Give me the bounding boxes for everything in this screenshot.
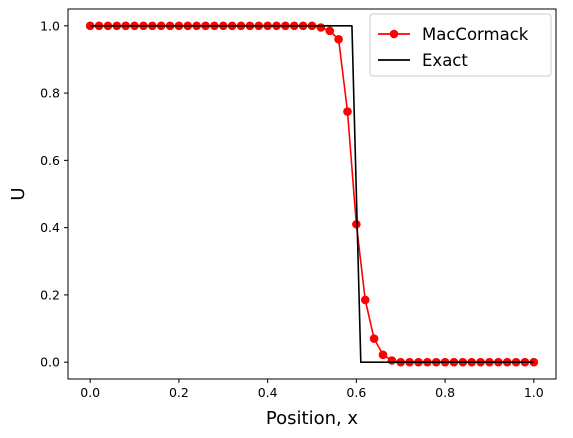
data-point [378, 350, 388, 360]
axes-frame [67, 8, 557, 380]
x-tick-label: 0.0 [80, 385, 100, 400]
data-point [387, 356, 397, 365]
legend-label-exact: Exact [422, 51, 468, 70]
y-tick-label: 0.6 [40, 153, 60, 168]
x-tick-label: 0.6 [346, 385, 366, 400]
data-point [325, 26, 335, 36]
legend-marker [389, 29, 399, 39]
legend: MacCormack Exact [369, 13, 552, 77]
legend-label-maccormack: MacCormack [422, 25, 529, 44]
data-point [352, 219, 361, 229]
series-line-exact [90, 25, 534, 363]
y-tick-label: 0.2 [40, 287, 60, 302]
data-point [85, 21, 95, 31]
plot-area [85, 21, 539, 367]
axes: 0.0 0.2 0.4 0.6 0.8 1.0 0.0 0.2 0.4 0.6 0.8 1.0 Posi… [8, 8, 557, 429]
x-axis-label: Position, x [266, 408, 359, 429]
y-tick-label: 0.0 [40, 355, 60, 370]
y-axis-label: U [8, 187, 29, 200]
data-point [334, 34, 343, 44]
data-point [316, 23, 326, 32]
x-tick-label: 1.0 [524, 385, 544, 400]
data-point [343, 107, 352, 116]
y-tick-label: 0.8 [40, 86, 60, 101]
data-point [360, 295, 370, 305]
x-tick-label: 0.2 [169, 385, 189, 400]
x-tick-label: 0.8 [435, 385, 455, 400]
legend-box [369, 13, 552, 77]
x-tick-label: 0.4 [258, 385, 278, 400]
data-point [369, 334, 379, 343]
y-tick-label: 0.4 [40, 220, 60, 235]
y-tick-label: 1.0 [40, 18, 60, 33]
